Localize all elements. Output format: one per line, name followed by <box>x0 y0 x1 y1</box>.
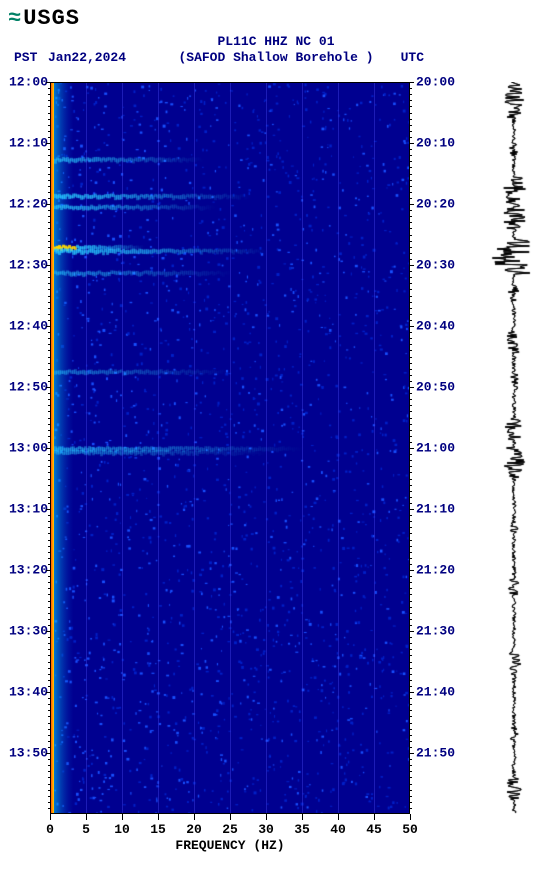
y-tick-left: 13:20 <box>9 563 48 578</box>
tz-left-label: PST <box>14 50 37 65</box>
x-tick-label: 0 <box>46 822 54 837</box>
y-tick-right: 20:40 <box>416 319 455 334</box>
y-tick-right: 20:30 <box>416 258 455 273</box>
date-label: Jan22,2024 <box>48 50 126 65</box>
plot-border <box>50 82 410 83</box>
waveform-trace <box>490 82 538 814</box>
y-tick-left: 12:50 <box>9 380 48 395</box>
y-tick-left: 13:10 <box>9 502 48 517</box>
spectrogram-canvas <box>54 82 410 814</box>
x-axis: FREQUENCY (HZ) 05101520253035404550 <box>50 814 410 854</box>
page: ≈ USGS PL11C HHZ NC 01 (SAFOD Shallow Bo… <box>0 0 552 892</box>
y-tick-right: 20:00 <box>416 75 455 90</box>
plot-border <box>50 82 51 814</box>
x-tick-label: 35 <box>294 822 310 837</box>
x-tick-label: 50 <box>402 822 418 837</box>
y-tick-right: 21:10 <box>416 502 455 517</box>
y-tick-left: 13:50 <box>9 746 48 761</box>
tz-right-label: UTC <box>401 50 424 65</box>
x-tick-label: 5 <box>82 822 90 837</box>
y-tick-left: 12:30 <box>9 258 48 273</box>
y-tick-left: 12:00 <box>9 75 48 90</box>
x-tick-label: 20 <box>186 822 202 837</box>
station-title: PL11C HHZ NC 01 <box>0 34 552 49</box>
x-tick-label: 15 <box>150 822 166 837</box>
usgs-logo: ≈ USGS <box>8 6 80 31</box>
y-axis-left: 12:0012:1012:2012:3012:4012:5013:0013:10… <box>10 82 50 814</box>
y-tick-left: 12:10 <box>9 136 48 151</box>
y-tick-right: 21:50 <box>416 746 455 761</box>
spectrogram-plot <box>50 82 410 814</box>
y-tick-left: 13:30 <box>9 624 48 639</box>
y-tick-right: 21:40 <box>416 685 455 700</box>
y-axis-right: 20:0020:1020:2020:3020:4020:5021:0021:10… <box>414 82 464 814</box>
y-tick-right: 21:00 <box>416 441 455 456</box>
y-tick-right: 20:20 <box>416 197 455 212</box>
x-tick-label: 10 <box>114 822 130 837</box>
y-tick-right: 20:50 <box>416 380 455 395</box>
x-tick-label: 25 <box>222 822 238 837</box>
x-tick-label: 40 <box>330 822 346 837</box>
logo-wave-icon: ≈ <box>8 6 19 31</box>
x-axis-title: FREQUENCY (HZ) <box>50 838 410 853</box>
y-tick-left: 12:40 <box>9 319 48 334</box>
x-tick-label: 30 <box>258 822 274 837</box>
y-tick-left: 13:00 <box>9 441 48 456</box>
y-tick-right: 21:30 <box>416 624 455 639</box>
logo-text: USGS <box>23 6 80 31</box>
y-tick-right: 20:10 <box>416 136 455 151</box>
y-tick-right: 21:20 <box>416 563 455 578</box>
y-tick-left: 12:20 <box>9 197 48 212</box>
x-tick-label: 45 <box>366 822 382 837</box>
y-tick-left: 13:40 <box>9 685 48 700</box>
